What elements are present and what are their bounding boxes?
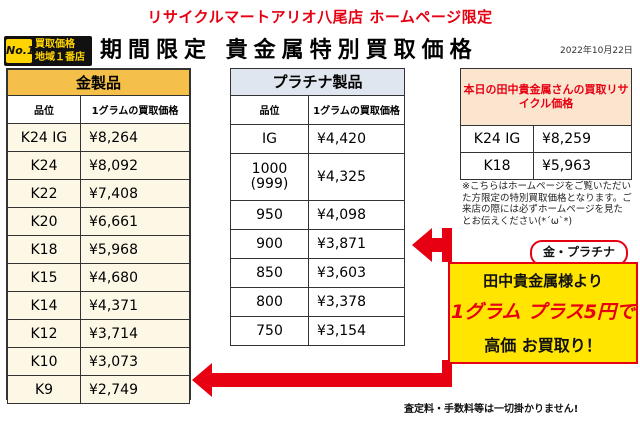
price-cell: ¥5,963 xyxy=(532,151,633,181)
price-cell: ¥3,378 xyxy=(308,286,405,317)
no1-mark: No.1 xyxy=(6,39,35,63)
table-row: K24 IG ¥8,264 xyxy=(7,123,190,152)
grade-cell: K9 xyxy=(7,375,81,404)
promo-line1: 田中貴金属様より xyxy=(483,272,603,290)
website-note: ※こちらはホームページをご覧いただいた方限定の特別買取価格となります。ご来店の際… xyxy=(462,181,632,227)
main-title: 期間限定 貴金属特別買取価格 xyxy=(100,38,478,63)
arrow-to-gold-icon xyxy=(192,360,452,397)
grade-cell: IG xyxy=(230,124,309,155)
table-row: IG ¥4,420 xyxy=(230,124,405,155)
table-row: K9 ¥2,749 xyxy=(7,375,190,404)
table-row: 850 ¥3,603 xyxy=(230,257,405,288)
page-top-title: リサイクルマートアリオ八尾店 ホームページ限定 xyxy=(147,8,493,26)
platinum-col-grade: 品位 xyxy=(230,94,309,126)
platinum-col-price: 1グラムの買取価格 xyxy=(308,94,405,126)
grade-cell: 900 xyxy=(230,228,309,259)
price-cell: ¥6,661 xyxy=(80,207,190,236)
price-cell: ¥3,603 xyxy=(308,257,405,288)
promo-line3: 高価 お買取り！ xyxy=(484,336,602,355)
table-row: 750 ¥3,154 xyxy=(230,315,405,347)
grade-cell: 1000 (999) xyxy=(230,153,309,201)
table-row: K20 ¥6,661 xyxy=(7,207,190,236)
price-cell: ¥4,325 xyxy=(308,153,405,201)
grade-cell: K24 IG xyxy=(460,124,534,153)
promo-line2: 1グラム プラス5円で xyxy=(450,301,636,323)
grade-cell: K14 xyxy=(7,291,81,320)
grade-cell: K22 xyxy=(7,179,81,208)
platinum-price-table: プラチナ製品 品位 1グラムの買取価格 IG ¥4,420 1000 (999) ¥… xyxy=(230,68,405,347)
table-row: 900 ¥3,871 xyxy=(230,228,405,259)
grade-cell: K20 xyxy=(7,207,81,236)
gold-price-table: 金製品 品位 1グラムの買取価格 K24 IG ¥8,264 K24 ¥8,092 … xyxy=(6,68,191,404)
table-row: K22 ¥7,408 xyxy=(7,179,190,208)
table-row: K18 ¥5,968 xyxy=(7,235,190,264)
table-row: 800 ¥3,378 xyxy=(230,286,405,317)
gold-platinum-tag: 金・プラチナ xyxy=(530,240,628,266)
promo-box: 田中貴金属様より 1グラム プラス5円で 高価 お買取り！ xyxy=(448,262,638,364)
grade-cell: K12 xyxy=(7,319,81,348)
price-cell: ¥8,092 xyxy=(80,151,190,180)
price-cell: ¥3,154 xyxy=(308,315,405,347)
price-cell: ¥7,408 xyxy=(80,179,190,208)
table-row: 1000 (999) ¥4,325 xyxy=(230,153,405,201)
badge-line1: 買取価格 xyxy=(35,39,75,50)
grade-cell: 950 xyxy=(230,199,309,230)
platinum-table-title: プラチナ製品 xyxy=(230,68,405,96)
badge-line2: 地域１番店 xyxy=(35,52,85,63)
reference-table-title: 本日の田中貴金属さんの買取リサイクル価格 xyxy=(460,68,632,126)
price-cell: ¥3,871 xyxy=(308,228,405,259)
grade-cell: K18 xyxy=(7,235,81,264)
price-cell: ¥2,749 xyxy=(80,375,190,404)
price-cell: ¥4,371 xyxy=(80,291,190,320)
gold-col-price: 1グラムの買取価格 xyxy=(80,95,190,124)
price-cell: ¥8,259 xyxy=(532,124,633,153)
footer-note: 査定料・手数料等は一切掛かりません! xyxy=(404,404,579,415)
no1-badge: No.1 買取価格 地域１番店 xyxy=(4,36,92,66)
table-row: K14 ¥4,371 xyxy=(7,291,190,320)
grade-cell: K24 xyxy=(7,151,81,180)
price-cell: ¥5,968 xyxy=(80,235,190,264)
table-row: K18 ¥5,963 xyxy=(460,151,633,181)
grade-cell: K10 xyxy=(7,347,81,376)
price-cell: ¥8,264 xyxy=(80,123,190,152)
grade-cell: K24 IG xyxy=(7,123,81,152)
date-label: 2022年10月22日 xyxy=(560,46,633,56)
reference-price-table: 本日の田中貴金属さんの買取リサイクル価格 K24 IG ¥8,259 K18 ¥5,… xyxy=(460,68,633,181)
table-row: K15 ¥4,680 xyxy=(7,263,190,292)
table-row: K24 IG ¥8,259 xyxy=(460,124,633,153)
arrow-to-platinum-icon xyxy=(412,228,452,262)
grade-cell: K18 xyxy=(460,151,534,181)
price-cell: ¥4,420 xyxy=(308,124,405,155)
table-row: K24 ¥8,092 xyxy=(7,151,190,180)
